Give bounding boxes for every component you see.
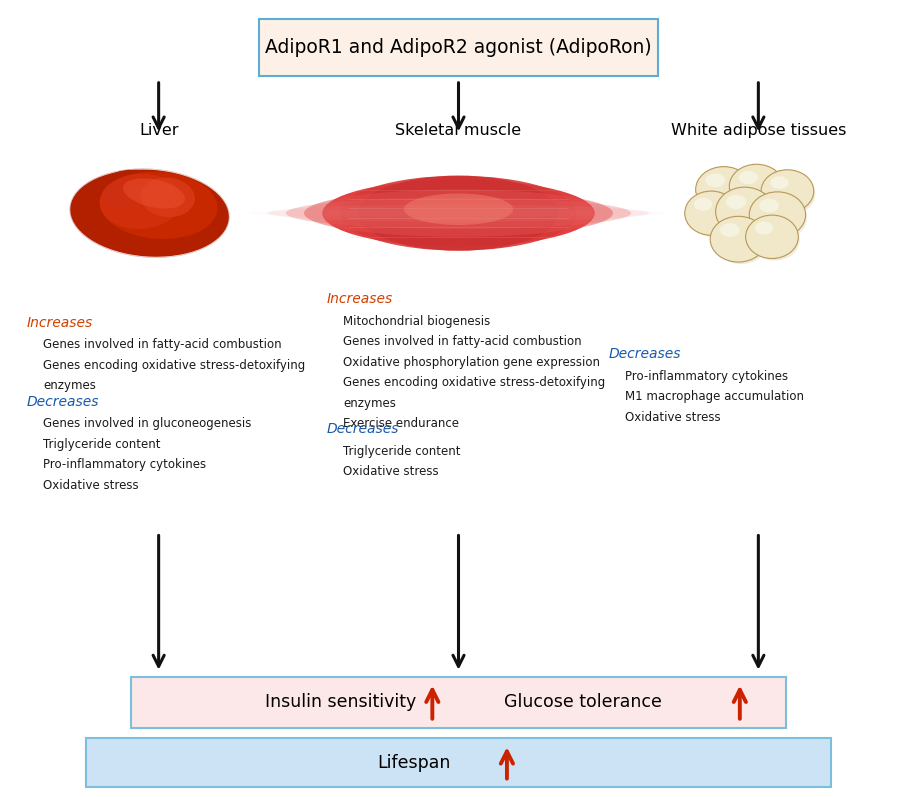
Text: Genes encoding oxidative stress-detoxifying: Genes encoding oxidative stress-detoxify…: [343, 376, 605, 389]
Ellipse shape: [304, 190, 613, 237]
Ellipse shape: [746, 215, 799, 258]
Ellipse shape: [761, 170, 813, 212]
Ellipse shape: [286, 198, 631, 229]
Ellipse shape: [749, 192, 806, 238]
Text: Decreases: Decreases: [27, 395, 99, 409]
Text: Genes involved in gluconeogenesis: Genes involved in gluconeogenesis: [43, 417, 251, 430]
Ellipse shape: [696, 167, 752, 212]
Text: AdipoR1 and AdipoR2 agonist (AdipoRon): AdipoR1 and AdipoR2 agonist (AdipoRon): [265, 38, 652, 57]
Ellipse shape: [322, 179, 595, 247]
Ellipse shape: [710, 216, 767, 262]
Ellipse shape: [729, 164, 784, 209]
Ellipse shape: [71, 170, 229, 257]
Ellipse shape: [102, 179, 142, 207]
Text: Oxidative phosphorylation gene expression: Oxidative phosphorylation gene expressio…: [343, 355, 600, 368]
Text: Lifespan: Lifespan: [377, 754, 450, 771]
Ellipse shape: [734, 168, 785, 210]
Text: Exercise endurance: Exercise endurance: [343, 417, 459, 430]
Ellipse shape: [100, 171, 217, 239]
Text: Genes involved in fatty-acid combustion: Genes involved in fatty-acid combustion: [43, 338, 282, 351]
Ellipse shape: [123, 179, 185, 209]
Ellipse shape: [705, 174, 725, 187]
Ellipse shape: [86, 170, 177, 241]
Ellipse shape: [340, 175, 577, 250]
Ellipse shape: [140, 178, 194, 218]
Text: Skeletal muscle: Skeletal muscle: [395, 124, 522, 138]
Text: Liver: Liver: [138, 124, 179, 138]
Ellipse shape: [404, 194, 513, 225]
Ellipse shape: [765, 174, 815, 214]
Text: Glucose tolerance: Glucose tolerance: [503, 693, 662, 711]
Ellipse shape: [715, 187, 774, 236]
Ellipse shape: [268, 205, 649, 222]
Text: enzymes: enzymes: [343, 397, 396, 410]
Ellipse shape: [359, 175, 558, 250]
Text: Pro-inflammatory cytokines: Pro-inflammatory cytokines: [624, 370, 788, 383]
Text: Oxidative stress: Oxidative stress: [343, 465, 438, 478]
Text: M1 macrophage accumulation: M1 macrophage accumulation: [624, 391, 804, 403]
Text: Mitochondrial biogenesis: Mitochondrial biogenesis: [343, 315, 491, 328]
FancyBboxPatch shape: [259, 19, 658, 76]
Text: Insulin sensitivity: Insulin sensitivity: [265, 693, 416, 711]
Text: Triglyceride content: Triglyceride content: [43, 438, 160, 450]
Text: enzymes: enzymes: [43, 379, 96, 392]
Text: Genes involved in fatty-acid combustion: Genes involved in fatty-acid combustion: [343, 335, 581, 348]
Ellipse shape: [754, 196, 807, 240]
Text: Increases: Increases: [326, 292, 393, 306]
Text: Pro-inflammatory cytokines: Pro-inflammatory cytokines: [43, 458, 206, 471]
Ellipse shape: [689, 195, 739, 238]
Ellipse shape: [694, 198, 713, 211]
Ellipse shape: [726, 194, 746, 209]
Ellipse shape: [720, 191, 775, 238]
Ellipse shape: [750, 219, 800, 261]
Ellipse shape: [770, 176, 789, 189]
Text: White adipose tissues: White adipose tissues: [670, 124, 846, 138]
FancyBboxPatch shape: [86, 738, 831, 787]
Ellipse shape: [685, 191, 737, 235]
Ellipse shape: [100, 174, 182, 229]
Ellipse shape: [700, 171, 754, 214]
Text: Genes encoding oxidative stress-detoxifying: Genes encoding oxidative stress-detoxify…: [43, 359, 305, 371]
Ellipse shape: [755, 222, 773, 234]
Ellipse shape: [249, 210, 668, 217]
Text: Decreases: Decreases: [326, 422, 399, 436]
Ellipse shape: [739, 171, 758, 184]
Ellipse shape: [714, 221, 768, 264]
FancyBboxPatch shape: [131, 677, 786, 728]
Text: Oxidative stress: Oxidative stress: [43, 479, 138, 492]
Ellipse shape: [759, 198, 779, 213]
Ellipse shape: [720, 223, 740, 237]
Text: Increases: Increases: [27, 316, 94, 330]
Text: Decreases: Decreases: [609, 347, 681, 361]
Text: Triglyceride content: Triglyceride content: [343, 445, 460, 457]
Text: Oxidative stress: Oxidative stress: [624, 410, 721, 424]
